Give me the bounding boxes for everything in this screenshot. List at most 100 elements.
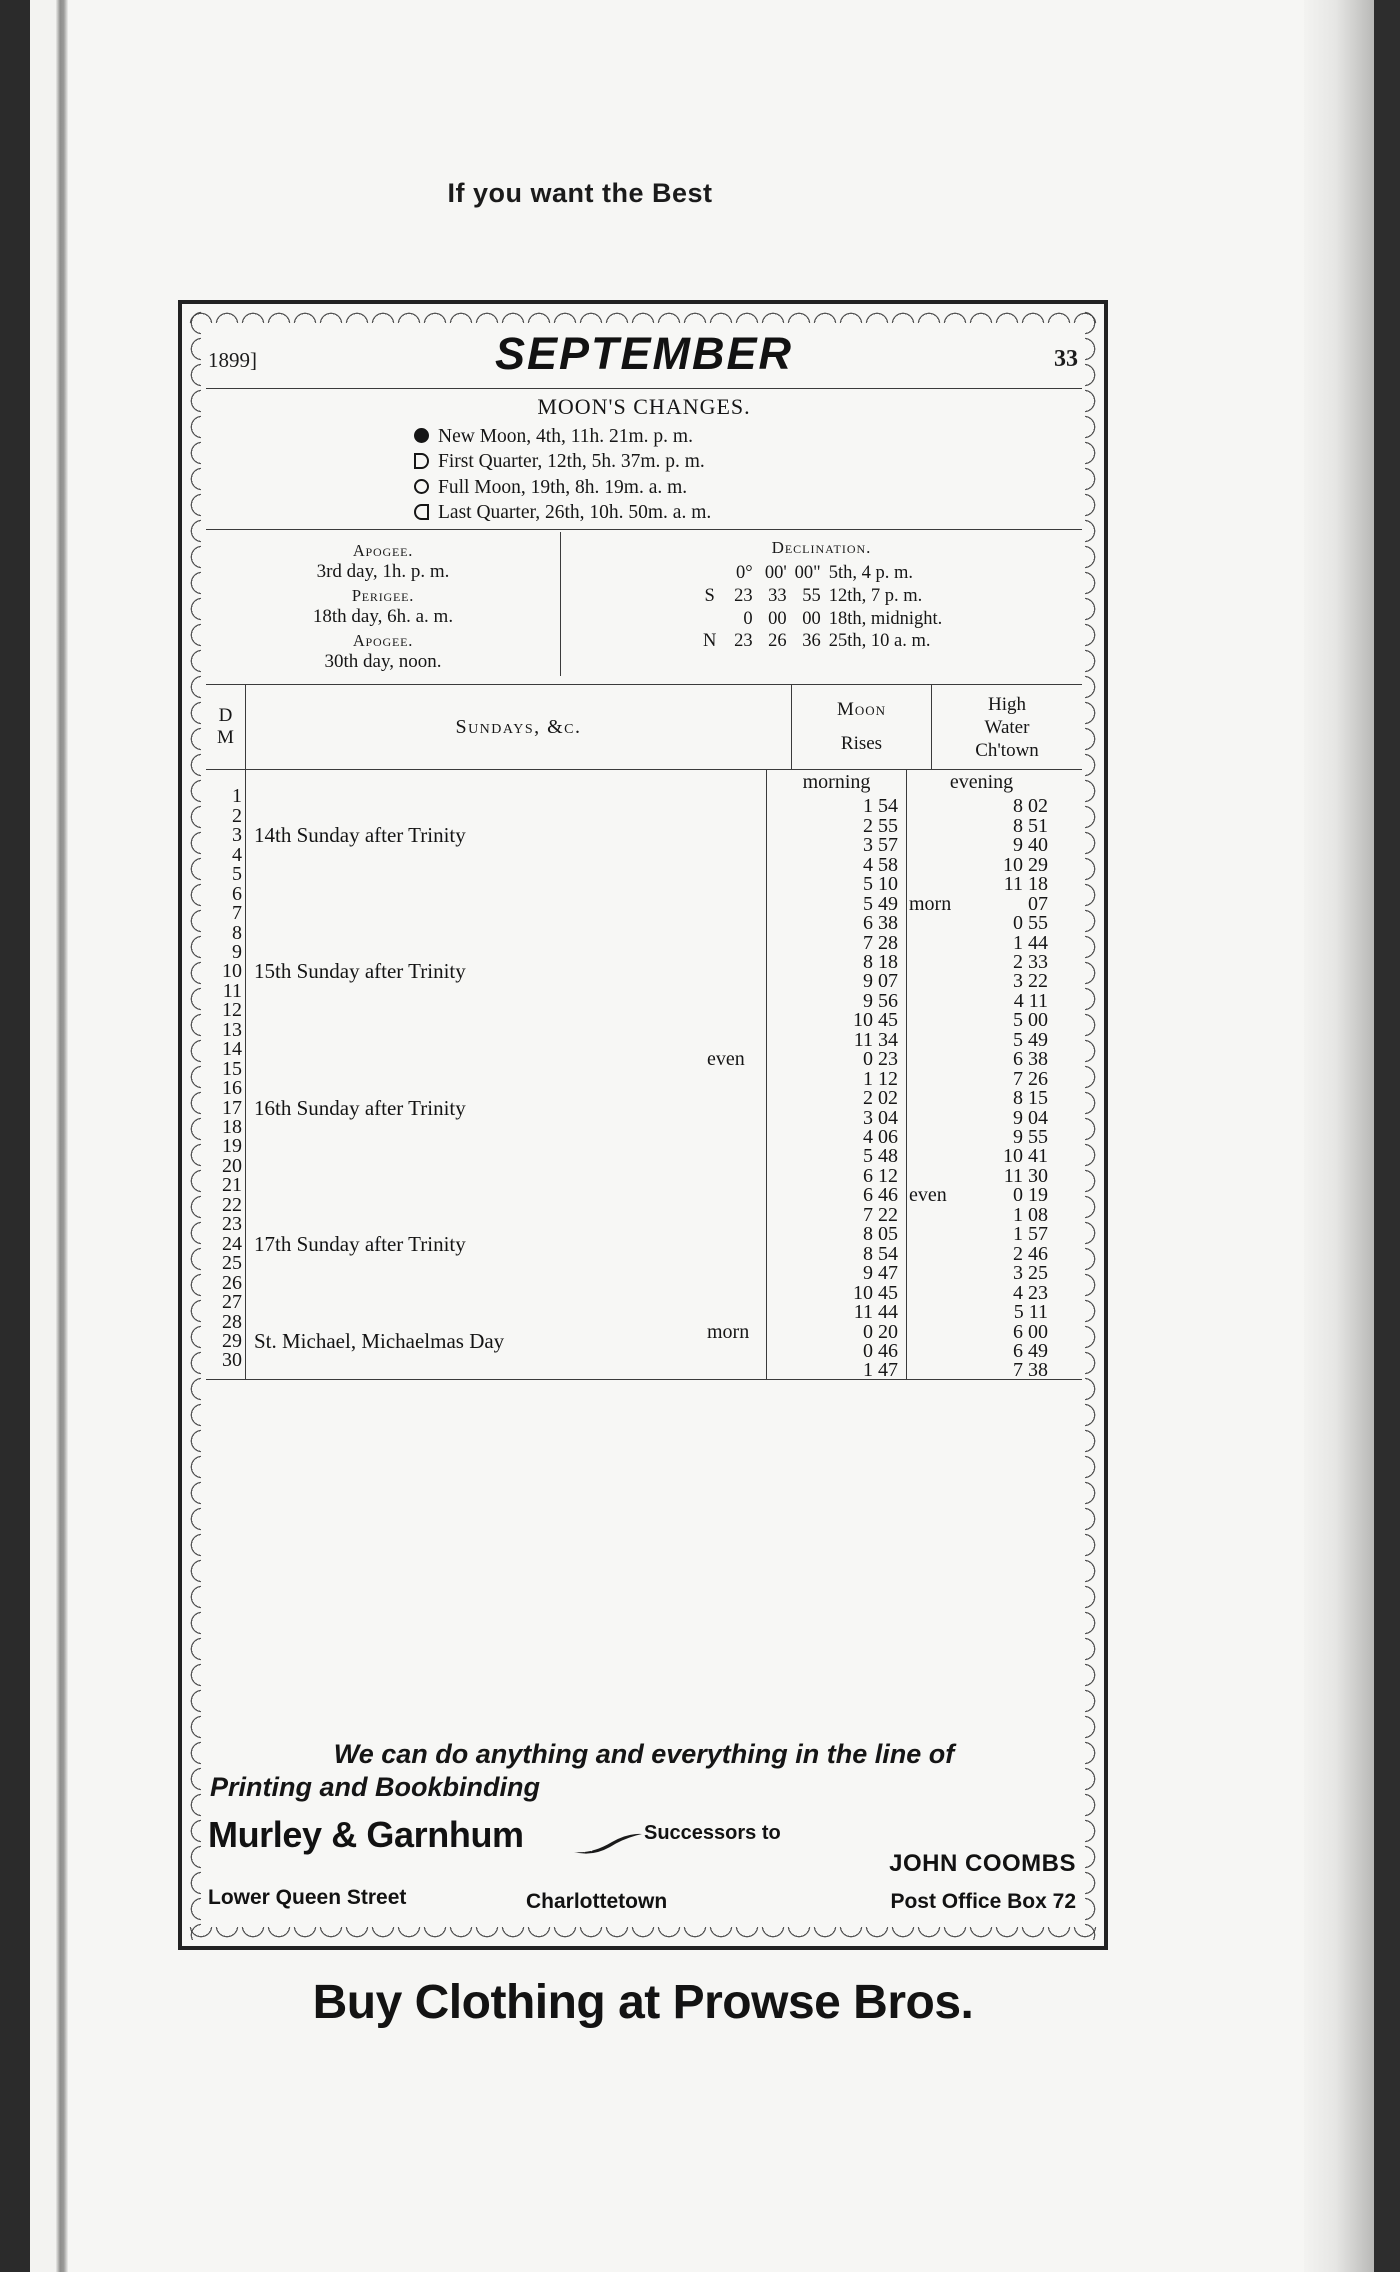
scan-right-edge	[1374, 0, 1400, 2272]
high-water-time: 11 30	[1003, 1164, 1048, 1187]
moon-rise-time: 4 58	[863, 853, 898, 876]
moon-rise-time: 4 06	[863, 1126, 898, 1149]
sunday-label: 14th Sunday after Trinity	[254, 823, 466, 848]
column-header-moon-line2: Rises	[840, 733, 883, 755]
declination-hemisphere: N	[702, 631, 717, 652]
moon-phase-row: Last Quarter, 26th, 10h. 50m. a. m.	[404, 500, 884, 525]
high-water-time: 10 41	[1003, 1145, 1048, 1168]
day-number: 1	[232, 785, 242, 808]
day-number: 9	[232, 940, 242, 963]
day-number: 5	[232, 863, 242, 886]
high-water-time: 0 19	[1013, 1184, 1048, 1207]
page-number: 33	[1054, 346, 1078, 372]
day-number: 19	[222, 1135, 242, 1158]
table-row: 0 00 00 18th, midnight.	[697, 608, 947, 631]
moon-rise-time: 7 28	[863, 931, 898, 954]
moons-changes-section: MOON'S CHANGES. New Moon, 4th, 11h. 21m.…	[206, 389, 1082, 529]
moons-changes-list: New Moon, 4th, 11h. 21m. p. m. First Qua…	[404, 424, 884, 525]
moon-rises-subheader: morning	[802, 771, 871, 794]
scallop-border-right	[1085, 310, 1098, 1940]
sunday-label: 16th Sunday after Trinity	[254, 1095, 466, 1120]
high-water-time: 4 23	[1013, 1281, 1048, 1304]
moon-rise-time: 11 34	[853, 1028, 898, 1051]
column-header-day-line1: D	[218, 704, 233, 726]
high-water-time: 6 49	[1013, 1339, 1048, 1362]
day-number: 7	[232, 902, 242, 925]
sunday-label: 17th Sunday after Trinity	[254, 1231, 466, 1256]
high-water-time: 9 40	[1013, 834, 1048, 857]
high-water-time: 2 46	[1013, 1242, 1048, 1265]
moon-rise-time: 2 55	[863, 814, 898, 837]
day-number-column: 1 2 3 4 5 6 7 8 9 10 11 12 13 14 15 16 17 18 19 20 21 22 23 24 2…	[206, 770, 246, 1381]
high-water-time: 1 57	[1013, 1223, 1048, 1246]
moon-rise-time: 10 45	[853, 1009, 898, 1032]
declination-when: 18th, midnight.	[828, 608, 943, 629]
day-number: 14	[222, 1038, 242, 1061]
column-header-moon-line1: Moon	[836, 699, 887, 721]
table-row: N 23 26 36 25th, 10 a. m.	[697, 630, 947, 653]
high-water-time: 10 29	[1003, 853, 1048, 876]
day-number: 11	[222, 979, 242, 1002]
moon-rise-time: 9 47	[863, 1262, 898, 1285]
moon-phase-text: Last Quarter, 26th, 10h. 50m. a. m.	[438, 502, 712, 524]
day-number: 30	[222, 1349, 242, 1372]
column-header-high-water: High Water Ch'town	[932, 685, 1082, 769]
declination-degrees: 0	[743, 608, 753, 629]
high-water-time: 1 44	[1013, 931, 1048, 954]
moons-changes-title: MOON'S CHANGES.	[537, 394, 751, 419]
ad-successors-label: Successors to	[644, 1822, 781, 1844]
high-water-time: 5 11	[1013, 1301, 1048, 1324]
high-water-time: 07	[1028, 892, 1048, 915]
day-number: 21	[222, 1174, 242, 1197]
day-number: 29	[222, 1329, 242, 1352]
day-number: 27	[222, 1291, 242, 1314]
swash-ornament-icon	[574, 1833, 642, 1854]
moon-rise-time: 6 38	[863, 912, 898, 935]
declination-seconds: 36	[802, 631, 821, 652]
declination-degrees: 23	[734, 585, 753, 606]
moon-rise-time: 0 46	[863, 1339, 898, 1362]
moon-phase-row: Full Moon, 19th, 8h. 19m. a. m.	[404, 475, 884, 500]
declination-table: 0° 00' 00" 5th, 4 p. m. S 23 33 55 12th,…	[697, 562, 947, 652]
full-moon-icon	[404, 475, 438, 498]
moon-rise-time: 9 56	[863, 989, 898, 1012]
sundays-column: 14th Sunday after Trinity 15th Sunday aft…	[246, 770, 766, 1380]
declination-minutes: 00	[768, 608, 787, 629]
moon-phase-row: First Quarter, 12th, 5h. 37m. p. m.	[404, 449, 884, 474]
declination-when: 12th, 7 p. m.	[828, 585, 923, 606]
high-water-subheader: evening	[949, 771, 1014, 794]
high-water-time: 7 26	[1013, 1067, 1048, 1090]
high-water-time: 0 55	[1013, 912, 1048, 935]
column-header-hw-line2: Water	[984, 716, 1030, 738]
scallop-border-left	[188, 310, 201, 1940]
moon-rise-time: 3 04	[863, 1106, 898, 1129]
day-number: 22	[222, 1193, 242, 1216]
apogee-value: 3rd day, 1h. p. m.	[316, 561, 450, 583]
moon-rise-time: 6 46	[863, 1184, 898, 1207]
high-water-time: 9 55	[1013, 1126, 1048, 1149]
sunday-label: St. Michael, Michaelmas Day	[254, 1328, 505, 1353]
moon-rise-time: 1 54	[863, 795, 898, 818]
moon-rise-time: 9 07	[863, 970, 898, 993]
ad-firm-name: Murley & Garnhum	[208, 1814, 524, 1855]
perigee-heading: Perigee.	[351, 586, 415, 606]
day-number: 24	[222, 1232, 242, 1255]
ad-slogan-line2: Printing and Bookbinding	[210, 1772, 540, 1803]
apogee-heading-2: Apogee.	[352, 631, 414, 651]
declination-seconds: 55	[802, 585, 821, 606]
high-water-column: evening 8 02 8 51 9 40 10 29 11 18 07 morn 0 55 1…	[906, 770, 1056, 1380]
high-water-time: 5 49	[1013, 1028, 1048, 1051]
day-number: 13	[222, 1018, 242, 1041]
column-header-day: D M	[206, 685, 246, 770]
rule-under-masthead	[206, 388, 1082, 389]
declination-column: Declination. 0° 00' 00" 5th, 4 p. m. S 2…	[561, 532, 1082, 676]
scallop-border-top	[188, 310, 1098, 323]
moon-rise-time: 8 54	[863, 1242, 898, 1265]
new-moon-icon	[404, 424, 438, 447]
moon-rise-time: 5 10	[863, 873, 898, 896]
day-number: 15	[222, 1057, 242, 1080]
moon-rise-time-prefix: even	[707, 1048, 745, 1071]
high-water-time: 7 38	[1013, 1359, 1048, 1382]
ad-details: Murley & Garnhum Successors to JOHN COOM…	[206, 1814, 1082, 1922]
high-water-time: 8 02	[1013, 795, 1048, 818]
